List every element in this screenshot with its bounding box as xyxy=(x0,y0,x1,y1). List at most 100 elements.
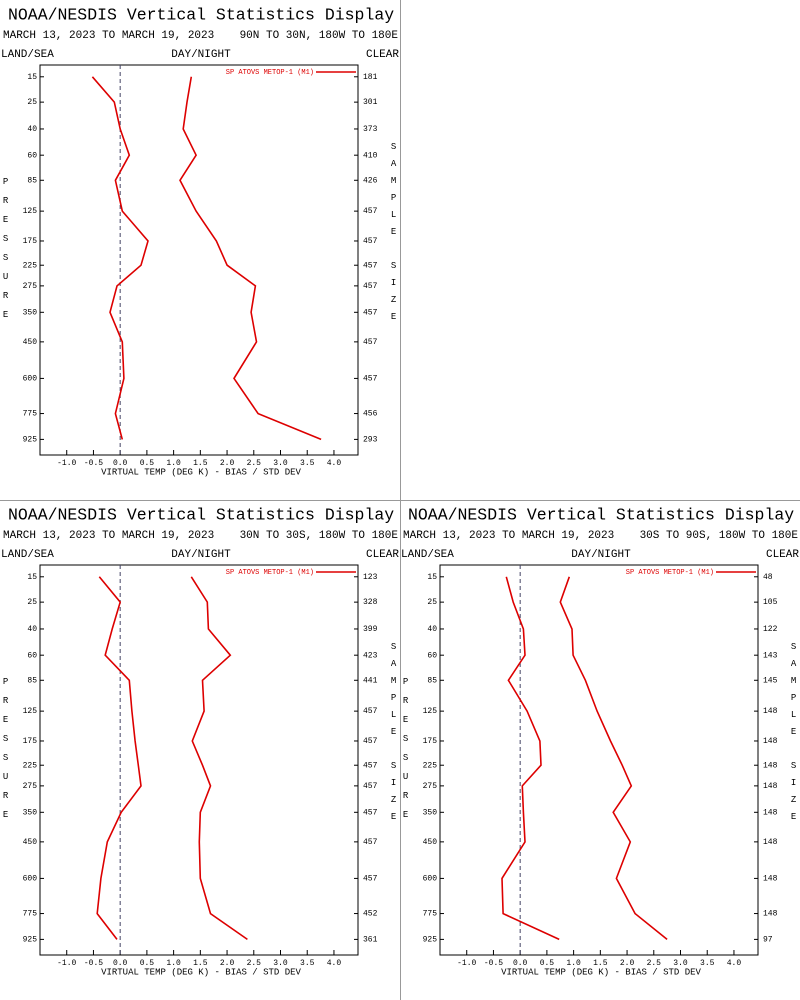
sample-size: 373 xyxy=(363,125,378,134)
sample-size: 148 xyxy=(763,838,778,847)
x-axis-label: VIRTUAL TEMP (DEG K) - BIAS / STD DEV xyxy=(101,967,301,977)
sample-size: 457 xyxy=(363,737,378,746)
sample-size: 457 xyxy=(363,761,378,770)
sample-size: 148 xyxy=(763,910,778,919)
day-night: DAY/NIGHT xyxy=(571,549,631,561)
y2-axis-label: SAMPLE SIZE xyxy=(389,142,399,329)
sample-size: 457 xyxy=(363,282,378,291)
sample-size: 399 xyxy=(363,625,378,634)
y-tick-label: 60 xyxy=(27,651,37,660)
legend-label: SP ATOVS METOP-1 (M1) xyxy=(226,69,314,77)
y-tick-label: 40 xyxy=(27,125,37,134)
sample-size: 148 xyxy=(763,761,778,770)
y-tick-label: 125 xyxy=(423,707,438,716)
y-tick-label: 15 xyxy=(427,573,437,582)
x-tick-label: 1.0 xyxy=(566,959,581,968)
sample-size: 148 xyxy=(763,737,778,746)
x-tick-label: 0.5 xyxy=(140,459,155,468)
y-tick-label: 450 xyxy=(23,338,38,347)
profile-line xyxy=(179,76,322,441)
x-tick-label: 3.5 xyxy=(700,959,715,968)
y-tick-label: 450 xyxy=(23,838,38,847)
x-tick-label: 3.0 xyxy=(273,459,288,468)
y-tick-label: 85 xyxy=(27,676,37,685)
sample-size: 457 xyxy=(363,261,378,270)
profile-line xyxy=(91,76,149,440)
sample-size: 457 xyxy=(363,782,378,791)
x-tick-label: 2.5 xyxy=(247,959,262,968)
sample-size: 457 xyxy=(363,808,378,817)
subtitle: MARCH 13, 2023 TO MARCH 19, 2023 xyxy=(3,30,214,42)
y-tick-label: 40 xyxy=(27,625,37,634)
y-tick-label: 600 xyxy=(23,375,38,384)
y-tick-label: 15 xyxy=(27,573,37,582)
sample-size: 293 xyxy=(363,436,378,445)
sample-size: 148 xyxy=(763,782,778,791)
sample-size: 456 xyxy=(363,410,378,419)
y-tick-label: 25 xyxy=(27,598,37,607)
y2-axis-label: SAMPLE SIZE xyxy=(789,642,799,829)
sample-size: 181 xyxy=(363,73,378,82)
y-tick-label: 85 xyxy=(27,176,37,185)
y-tick-label: 275 xyxy=(23,282,38,291)
x-tick-label: 4.0 xyxy=(727,959,742,968)
subtitle: MARCH 13, 2023 TO MARCH 19, 2023 xyxy=(403,530,614,542)
sample-size: 123 xyxy=(363,573,378,582)
legend-label: SP ATOVS METOP-1 (M1) xyxy=(626,569,714,577)
profile-line xyxy=(501,576,560,941)
sample-size: 148 xyxy=(763,808,778,817)
sample-size: 423 xyxy=(363,651,378,660)
x-axis-label: VIRTUAL TEMP (DEG K) - BIAS / STD DEV xyxy=(101,467,301,477)
y-tick-label: 925 xyxy=(423,936,438,945)
x-tick-label: 2.5 xyxy=(247,459,262,468)
y-tick-label: 600 xyxy=(23,875,38,884)
x-tick-label: 0.0 xyxy=(113,459,128,468)
x-tick-label: -0.5 xyxy=(84,959,103,968)
sample-size: 441 xyxy=(363,676,378,685)
sample-size: 301 xyxy=(363,98,378,107)
x-tick-label: 3.5 xyxy=(300,459,315,468)
sample-size: 457 xyxy=(363,375,378,384)
clear: CLEAR xyxy=(366,549,399,561)
y-tick-label: 275 xyxy=(423,782,438,791)
y-tick-label: 775 xyxy=(23,410,38,419)
sample-size: 145 xyxy=(763,676,778,685)
x-tick-label: 2.0 xyxy=(220,459,235,468)
y-tick-label: 175 xyxy=(23,737,38,746)
land-sea: LAND/SEA xyxy=(1,549,54,561)
x-axis-label: VIRTUAL TEMP (DEG K) - BIAS / STD DEV xyxy=(501,967,701,977)
x-tick-label: 0.0 xyxy=(513,959,528,968)
y-tick-label: 275 xyxy=(23,782,38,791)
sample-size: 148 xyxy=(763,707,778,716)
day-night: DAY/NIGHT xyxy=(171,49,231,61)
y-tick-label: 350 xyxy=(23,308,38,317)
profile-line xyxy=(190,576,248,941)
plot-frame xyxy=(39,64,359,456)
sample-size: 410 xyxy=(363,151,378,160)
y-tick-label: 450 xyxy=(423,838,438,847)
region: 30N TO 30S, 180W TO 180E xyxy=(240,530,399,542)
region: 90N TO 30N, 180W TO 180E xyxy=(240,30,399,42)
x-tick-label: -1.0 xyxy=(457,959,476,968)
y-tick-label: 40 xyxy=(427,625,437,634)
x-tick-label: 0.5 xyxy=(140,959,155,968)
region: 30S TO 90S, 180W TO 180E xyxy=(640,530,799,542)
y-tick-label: 125 xyxy=(23,707,38,716)
x-tick-label: 0.0 xyxy=(113,959,128,968)
y-axis-label: PRESSURE xyxy=(1,177,11,329)
y-axis-label: PRESSURE xyxy=(401,677,411,829)
sample-size: 457 xyxy=(363,875,378,884)
x-tick-label: 1.5 xyxy=(193,459,208,468)
sample-size: 105 xyxy=(763,598,778,607)
subtitle: MARCH 13, 2023 TO MARCH 19, 2023 xyxy=(3,530,214,542)
x-tick-label: 4.0 xyxy=(327,959,342,968)
sample-size: 328 xyxy=(363,598,378,607)
sample-size: 452 xyxy=(363,910,378,919)
x-tick-label: 1.5 xyxy=(593,959,608,968)
y-tick-label: 60 xyxy=(27,151,37,160)
sample-size: 457 xyxy=(363,308,378,317)
y-tick-label: 25 xyxy=(27,98,37,107)
x-tick-label: 3.0 xyxy=(273,959,288,968)
